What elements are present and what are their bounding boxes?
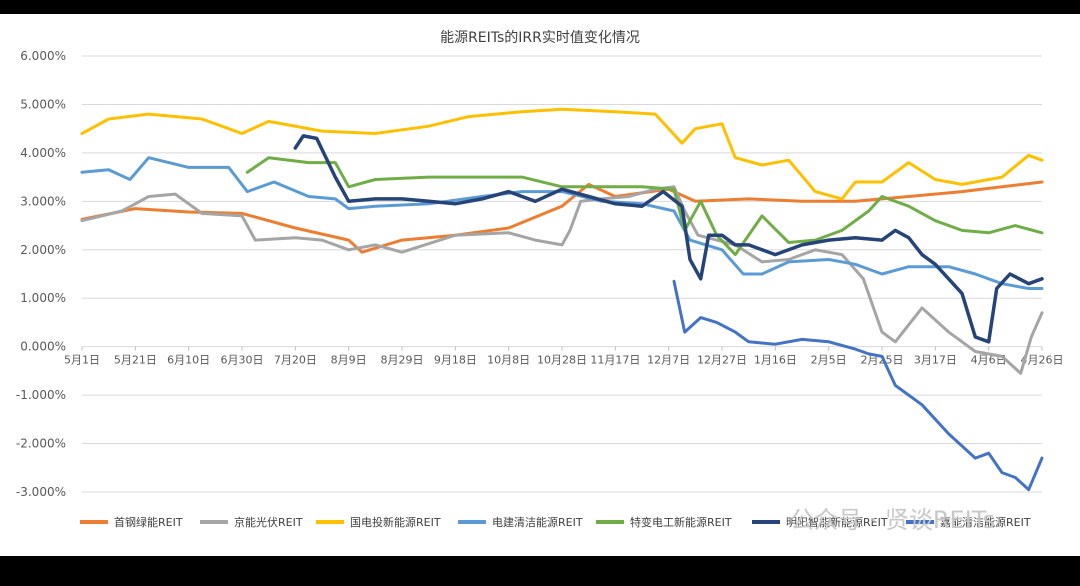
legend-label: 特变电工新能源REIT [630,515,732,529]
y-tick-label: -2.000% [16,437,66,451]
series-line-3 [80,107,1044,201]
x-tick-label: 8月29日 [381,354,424,367]
line-chart: 能源REITs的IRR实时值变化情况 6.000% 5.000% 4.000% 3.0… [16,30,1064,534]
x-tick-label: 2月5日 [811,354,847,367]
x-tick-label: 6月30日 [221,354,264,367]
legend-label: 嘉能清洁能源REIT [940,515,1031,529]
y-tick-label: 6.000% [20,49,66,63]
x-tick-label: 9月18日 [434,354,477,367]
x-tick-label: 2月25日 [861,354,904,367]
series-line-2 [80,185,1044,375]
series-line-4 [80,156,1044,290]
chart-title: 能源REITs的IRR实时值变化情况 [440,30,640,46]
x-tick-label: 10月8日 [487,354,530,367]
series-line-5 [245,156,1044,257]
legend-label: 明阳智能新能源REIT [786,515,888,529]
legend-label: 电建清洁能源REIT [492,515,583,529]
y-tick-label: 4.000% [20,146,66,160]
y-tick-label: -1.000% [16,388,66,402]
legend-label: 首钢绿能REIT [114,515,183,529]
watermark-text: 公众号 · 贤谈REITs [790,506,995,534]
x-tick-label: 3月17日 [914,354,957,367]
x-tick-label: 12月7日 [647,354,690,367]
y-tick-label: 5.000% [20,97,66,111]
x-tick-label: 7月20日 [274,354,317,367]
chart-frame: 能源REITs的IRR实时值变化情况 6.000% 5.000% 4.000% 3.0… [0,14,1080,556]
x-tick-label: 4月26日 [1021,354,1064,367]
legend-label: 国电投新能源REIT [350,515,441,529]
series-line-7 [672,279,1044,492]
x-tick-label: 12月27日 [697,354,747,367]
y-tick-label: 2.000% [20,243,66,257]
series-line-6 [293,134,1044,344]
legend-label: 京能光伏REIT [234,515,303,529]
y-tick-label: 0.000% [20,340,66,354]
x-tick-label: 8月9日 [331,354,367,367]
x-tick-label: 5月1日 [64,354,100,367]
x-tick-label: 6月10日 [167,354,210,367]
y-tick-label: -3.000% [16,485,66,499]
x-tick-label: 5月21日 [114,354,157,367]
x-tick-label: 10月28日 [537,354,587,367]
x-tick-label: 11月17日 [590,354,640,367]
x-tick-label: 1月16日 [754,354,797,367]
y-tick-label: 1.000% [20,291,66,305]
y-tick-label: 3.000% [20,194,66,208]
